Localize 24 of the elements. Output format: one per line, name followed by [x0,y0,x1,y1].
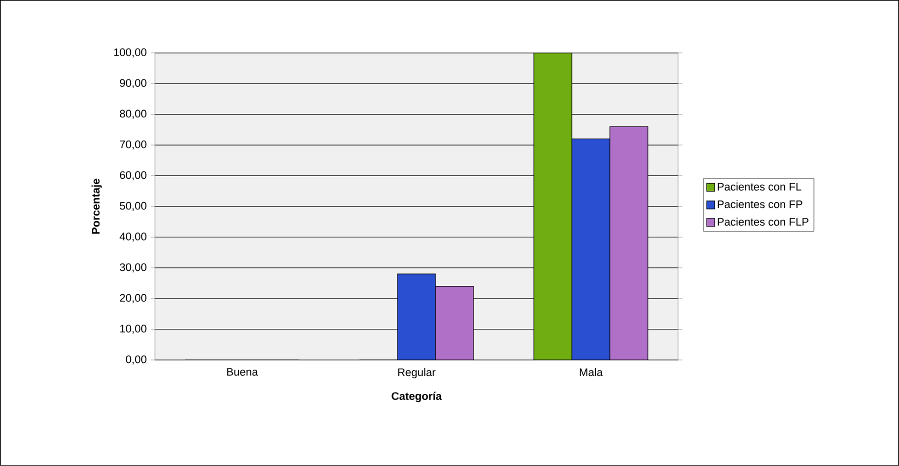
y-tick-label: 30,00 [120,263,146,272]
y-tick-label: 10,00 [120,324,146,334]
y-tick-label: 20,00 [120,294,146,304]
y-tick-label: 100,00 [114,48,146,58]
y-tick-label: 0,00 [126,355,146,365]
y-tick-label: 40,00 [120,232,146,242]
legend-label: Pacientes con FP [718,200,802,208]
x-axis-title: Categoría [392,392,442,402]
bar [435,286,474,360]
bar [572,138,610,360]
y-tick-label: 70,00 [120,140,146,150]
legend-label: Pacientes con FLP [718,218,808,226]
y-tick-label: 80,00 [120,110,146,119]
x-tick-label: Buena [227,368,258,376]
y-axis-title: Porcentaje [92,178,102,234]
y-tick-label: 50,00 [120,202,146,212]
bar [610,126,648,360]
legend-label: Pacientes con FL [718,182,802,191]
x-tick-label: Mala [580,368,603,376]
y-tick-label: 90,00 [120,79,146,88]
x-tick-label: Regular [398,368,436,378]
bar [397,274,436,360]
bar [534,52,572,360]
y-tick-label: 60,00 [120,171,146,180]
